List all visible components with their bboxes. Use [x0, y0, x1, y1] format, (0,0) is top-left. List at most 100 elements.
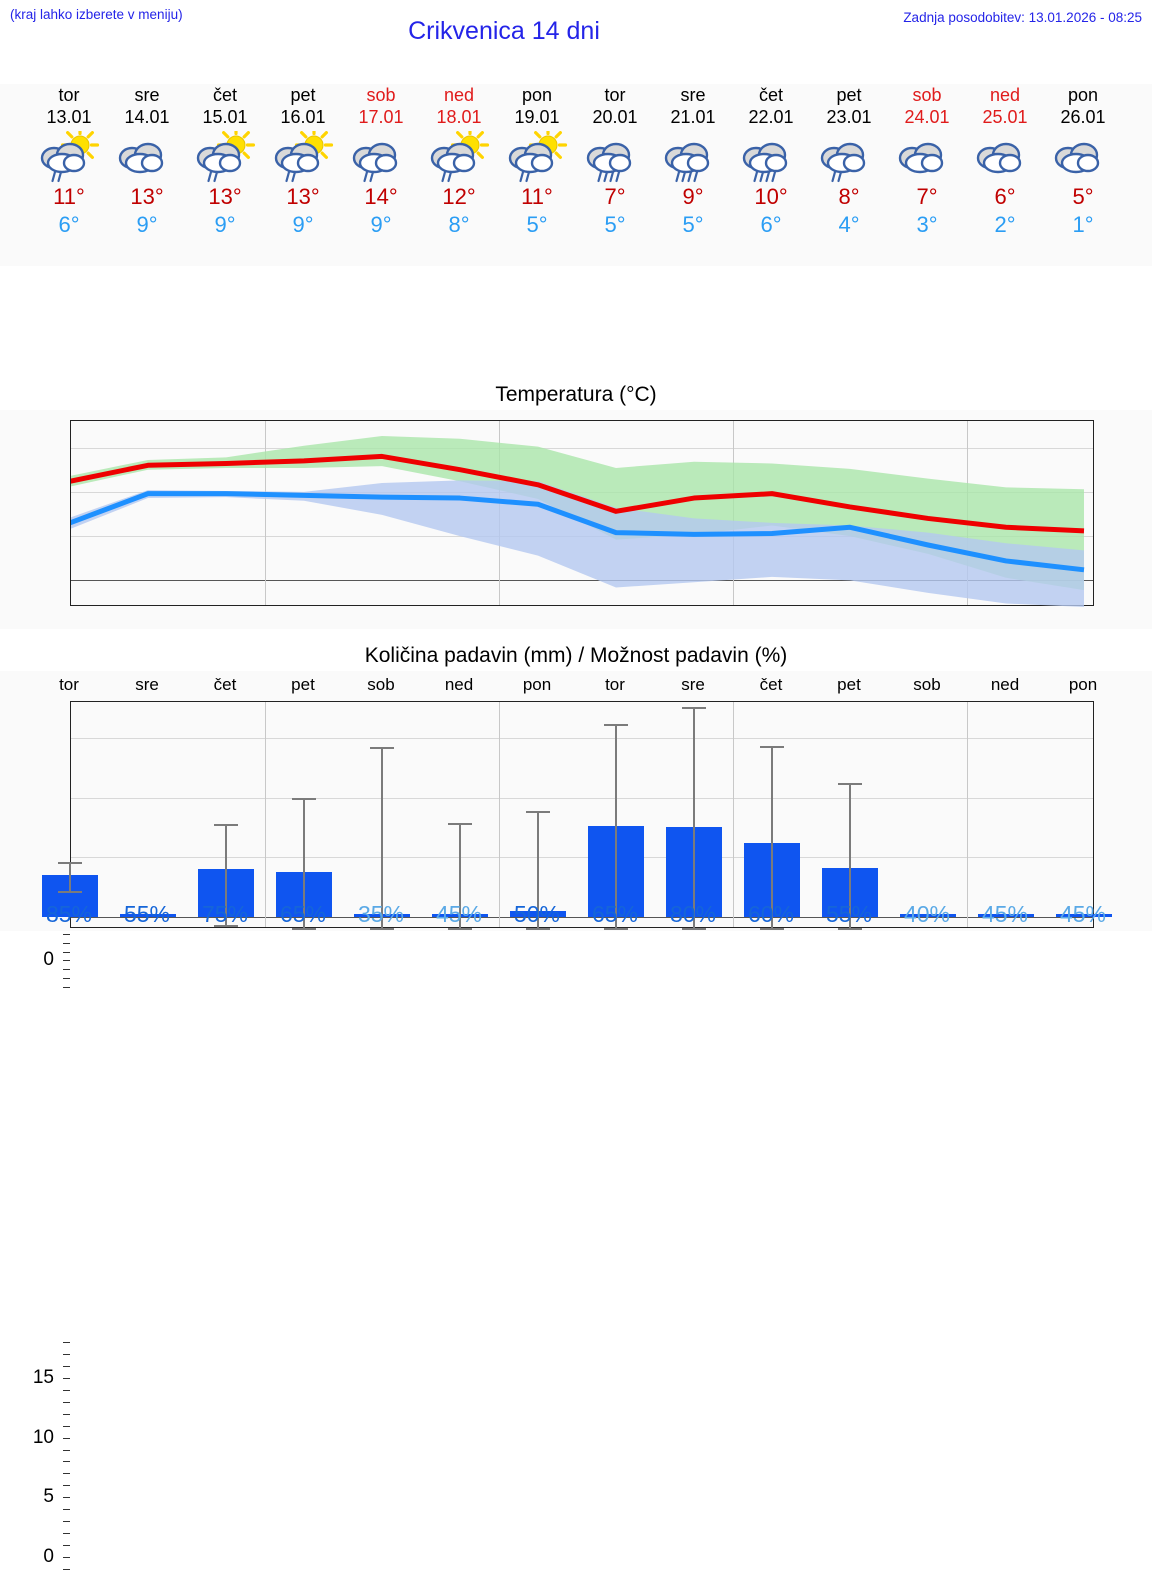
y-axis-tickmark [63, 1509, 70, 1511]
precip-whisker-cap [526, 810, 550, 813]
day-column[interactable]: pet 16.01 13° 9° [264, 84, 342, 239]
day-column[interactable]: tor 20.01 7° 5° [576, 84, 654, 239]
day-column[interactable]: pon 19.01 11° 5° [498, 84, 576, 239]
day-date: 18.01 [436, 107, 482, 127]
day-high-temp: 13° [130, 184, 164, 209]
precipitation-chart-panel: Količina padavin (mm) / Možnost padavin … [0, 641, 1152, 1570]
day-high-temp: 13° [208, 184, 242, 209]
day-column[interactable]: sob 17.01 14° 9° [342, 84, 420, 239]
day-name: pet [836, 85, 862, 105]
day-name: čet [212, 85, 237, 105]
zero-line [71, 917, 1093, 918]
day-low-temp: 9° [370, 212, 392, 237]
precip-day-label: tor [605, 675, 625, 694]
y-axis-tick-label: 15 [32, 1366, 54, 1388]
precip-probability-label: 55% [825, 901, 873, 927]
day-low-temp: 9° [136, 212, 158, 237]
y-axis-tickmark [63, 1557, 70, 1559]
temperature-series-lines [71, 436, 1085, 607]
day-column[interactable]: pon 26.01 5° 1° [1044, 84, 1122, 239]
day-high-temp: 5° [1072, 184, 1094, 209]
precip-probability-label: 35% [357, 901, 405, 927]
precip-bar [900, 914, 956, 918]
precip-whisker-cap [526, 927, 550, 930]
precip-whisker-cap [370, 927, 394, 930]
day-name: sob [912, 85, 942, 105]
precip-day-label: ned [444, 675, 474, 694]
day-column[interactable]: ned 25.01 6° 2° [966, 84, 1044, 239]
y-axis-tickmark [63, 1365, 70, 1367]
precip-whisker [771, 746, 773, 928]
y-axis-tickmark [63, 1389, 70, 1391]
precip-whisker-cap [838, 927, 862, 930]
gridline-vertical [733, 702, 734, 927]
day-column[interactable]: ned 18.01 12° 8° [420, 84, 498, 239]
precip-whisker [849, 783, 851, 928]
precip-whisker [459, 822, 461, 928]
day-high-temp: 11° [521, 184, 553, 209]
cloud-icon [966, 131, 1044, 183]
precip-probability-label: 45% [435, 901, 483, 927]
precip-day-label: pon [1068, 675, 1098, 694]
day-date: 20.01 [592, 107, 638, 127]
y-axis-tickmark [63, 933, 70, 935]
day-column[interactable]: čet 15.01 13° 9° [186, 84, 264, 239]
precip-whisker-cap [370, 747, 394, 750]
gridline-vertical [265, 702, 266, 927]
cloud-heavy-rain-icon [576, 131, 654, 183]
sun-cloud-rain-icon [30, 125, 108, 183]
precip-day-label: pet [837, 675, 861, 694]
day-name: čet [758, 85, 783, 105]
day-high-temp: 14° [364, 184, 398, 209]
day-name: sre [680, 85, 706, 105]
day-high-temp: 10° [754, 184, 788, 209]
y-axis-tick-label: 10 [32, 1426, 54, 1448]
precip-whisker-cap [58, 862, 82, 865]
temperature-plot-area [70, 420, 1094, 607]
sun-cloud-rain-icon [264, 125, 342, 183]
gridline-horizontal [71, 798, 1093, 799]
day-high-temp: 12° [442, 184, 476, 209]
daily-forecast-strip: tor 13.01 11° 6° sre 14.01 13° 9° čet 15.01 13° 9° p… [0, 84, 1152, 266]
gridline-horizontal [71, 857, 1093, 858]
sun-cloud-rain-icon [186, 125, 264, 183]
day-date: 22.01 [748, 107, 794, 127]
page-title: Crikvenica 14 dni [408, 17, 600, 45]
day-column[interactable]: pet 23.01 8° 4° [810, 84, 888, 239]
day-low-temp: 9° [292, 212, 314, 237]
cloud-rain-icon [810, 131, 888, 183]
precip-probability-label: 60% [747, 901, 795, 927]
day-column[interactable]: sob 24.01 7° 3° [888, 84, 966, 239]
y-axis-tick-label: 0 [43, 949, 54, 971]
precip-probability-label: 65% [591, 901, 639, 927]
precip-whisker-cap [604, 927, 628, 930]
precip-day-label: tor [59, 675, 79, 694]
precip-day-label: sob [367, 675, 395, 694]
cloud-heavy-rain-icon [654, 131, 732, 183]
weather-forecast-page: (kraj lahko izberete v meniju) Crikvenic… [0, 7, 1152, 1570]
day-low-temp: 9° [214, 212, 236, 237]
day-low-temp: 6° [760, 212, 782, 237]
precip-probability-label: 50% [513, 901, 561, 927]
day-column[interactable]: tor 13.01 11° 6° [30, 84, 108, 239]
precip-day-label: pet [291, 675, 315, 694]
day-high-temp: 9° [682, 184, 704, 209]
y-axis-tickmark [63, 960, 70, 962]
day-date: 19.01 [514, 107, 560, 127]
y-axis-tickmark [63, 1545, 70, 1547]
y-axis-tickmark [63, 1425, 70, 1427]
y-axis-tickmark [63, 969, 70, 971]
day-date: 16.01 [280, 107, 326, 127]
day-column[interactable]: sre 21.01 9° 5° [654, 84, 732, 239]
day-column[interactable]: sre 14.01 13° 9° [108, 84, 186, 239]
precip-probability-label: 75% [201, 901, 249, 927]
precip-probability-label: 80% [669, 901, 717, 927]
day-column[interactable]: čet 22.01 10° 6° [732, 84, 810, 239]
y-axis-tickmark [63, 1461, 70, 1463]
y-axis-tickmark [63, 1533, 70, 1535]
day-name: pon [1067, 85, 1099, 105]
day-low-temp: 5° [604, 212, 626, 237]
precip-whisker-cap [604, 723, 628, 726]
precipitation-plot-area [42, 701, 1112, 930]
